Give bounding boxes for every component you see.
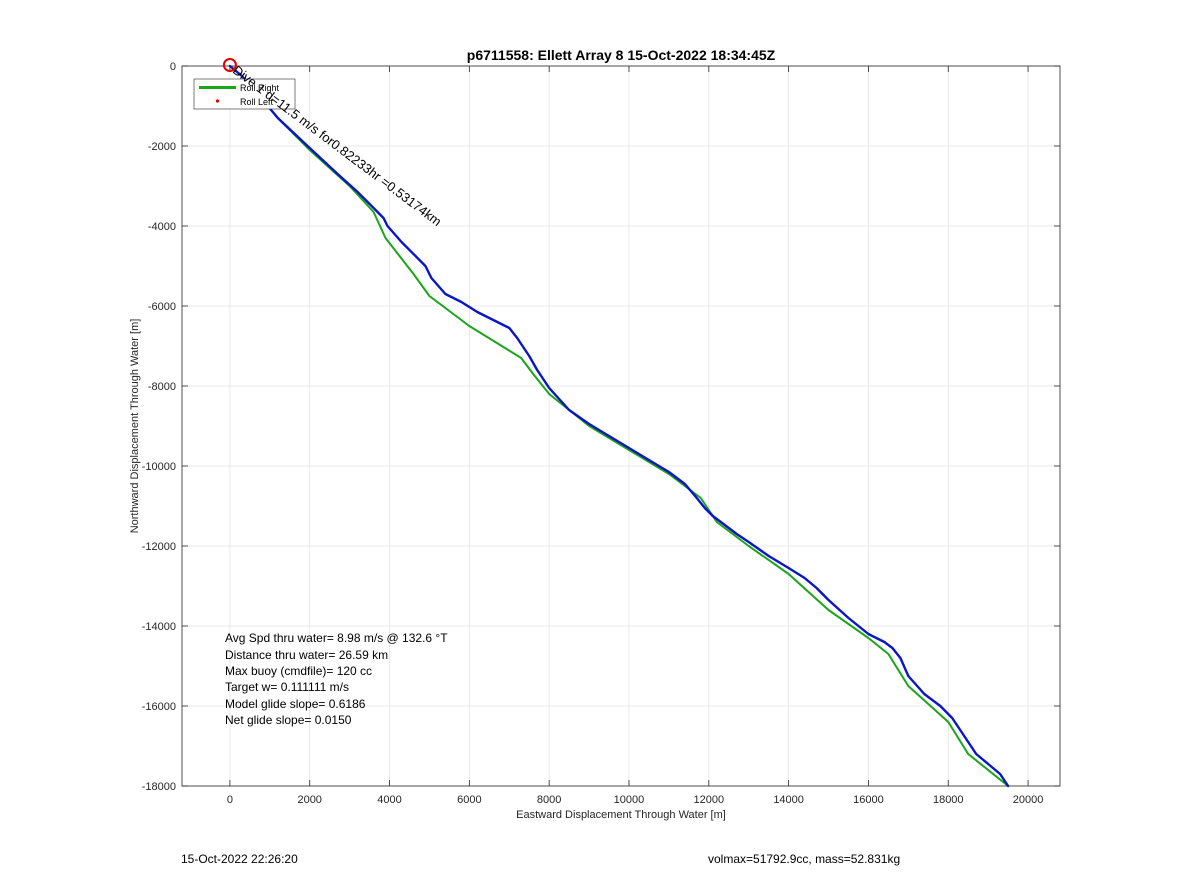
x-tick-label: 14000 bbox=[773, 794, 804, 806]
x-tick-label: 10000 bbox=[614, 794, 645, 806]
stats-block: Avg Spd thru water= 8.98 m/s @ 132.6 °T … bbox=[225, 631, 448, 727]
series-line-track bbox=[228, 64, 1010, 788]
stat-distance: Distance thru water= 26.59 km bbox=[225, 648, 388, 662]
y-tick-label: -8000 bbox=[148, 381, 176, 393]
x-axis-label: Eastward Displacement Through Water [m] bbox=[516, 809, 726, 821]
x-tick-label: 6000 bbox=[457, 794, 481, 806]
legend: Roll Right Roll Left bbox=[193, 78, 296, 110]
plot-area bbox=[182, 66, 1060, 786]
x-tick-label: 8000 bbox=[537, 794, 561, 806]
y-tick-label: -18000 bbox=[142, 781, 176, 793]
axis-ticks: 0 2000 4000 6000 8000 10000 12000 14000 16000 180… bbox=[142, 61, 1060, 806]
y-axis-label: Northward Displacement Through Water [m] bbox=[129, 319, 141, 534]
y-tick-label: -10000 bbox=[142, 461, 176, 473]
x-tick-label: 16000 bbox=[853, 794, 884, 806]
legend-label-roll-left: Roll Left bbox=[240, 97, 274, 107]
legend-box bbox=[193, 78, 296, 110]
footer-timestamp: 15-Oct-2022 22:26:20 bbox=[181, 852, 298, 866]
y-tick-label: -14000 bbox=[142, 621, 176, 633]
chart-title: p6711558: Ellett Array 8 15-Oct-2022 18:… bbox=[467, 47, 776, 63]
x-tick-label: 20000 bbox=[1013, 794, 1044, 806]
x-tick-label: 2000 bbox=[297, 794, 321, 806]
stat-max-buoy: Max buoy (cmdfile)= 120 cc bbox=[225, 664, 372, 678]
y-tick-label: -6000 bbox=[148, 301, 176, 313]
y-tick-label: -16000 bbox=[142, 701, 176, 713]
x-tick-label: 12000 bbox=[694, 794, 725, 806]
footer-volume-mass: volmax=51792.9cc, mass=52.831kg bbox=[708, 852, 901, 866]
start-marker bbox=[222, 58, 237, 72]
stat-target-w: Target w= 0.111111 m/s bbox=[225, 680, 349, 694]
plot-frame bbox=[181, 65, 1061, 787]
stat-model-glide-slope: Model glide slope= 0.6186 bbox=[225, 697, 366, 711]
x-tick-label: 0 bbox=[227, 794, 233, 806]
y-tick-label: -12000 bbox=[142, 541, 176, 553]
stat-net-glide-slope: Net glide slope= 0.0150 bbox=[225, 713, 352, 727]
x-tick-label: 4000 bbox=[377, 794, 401, 806]
series-lines bbox=[228, 64, 1010, 788]
legend-label-roll-right: Roll Right bbox=[240, 83, 280, 93]
stat-avg-speed: Avg Spd thru water= 8.98 m/s @ 132.6 °T bbox=[225, 631, 448, 645]
x-tick-label: 18000 bbox=[933, 794, 964, 806]
y-tick-label: 0 bbox=[170, 61, 176, 73]
y-tick-label: -2000 bbox=[148, 141, 176, 153]
y-tick-label: -4000 bbox=[148, 221, 176, 233]
legend-swatch-roll-left bbox=[215, 99, 220, 103]
